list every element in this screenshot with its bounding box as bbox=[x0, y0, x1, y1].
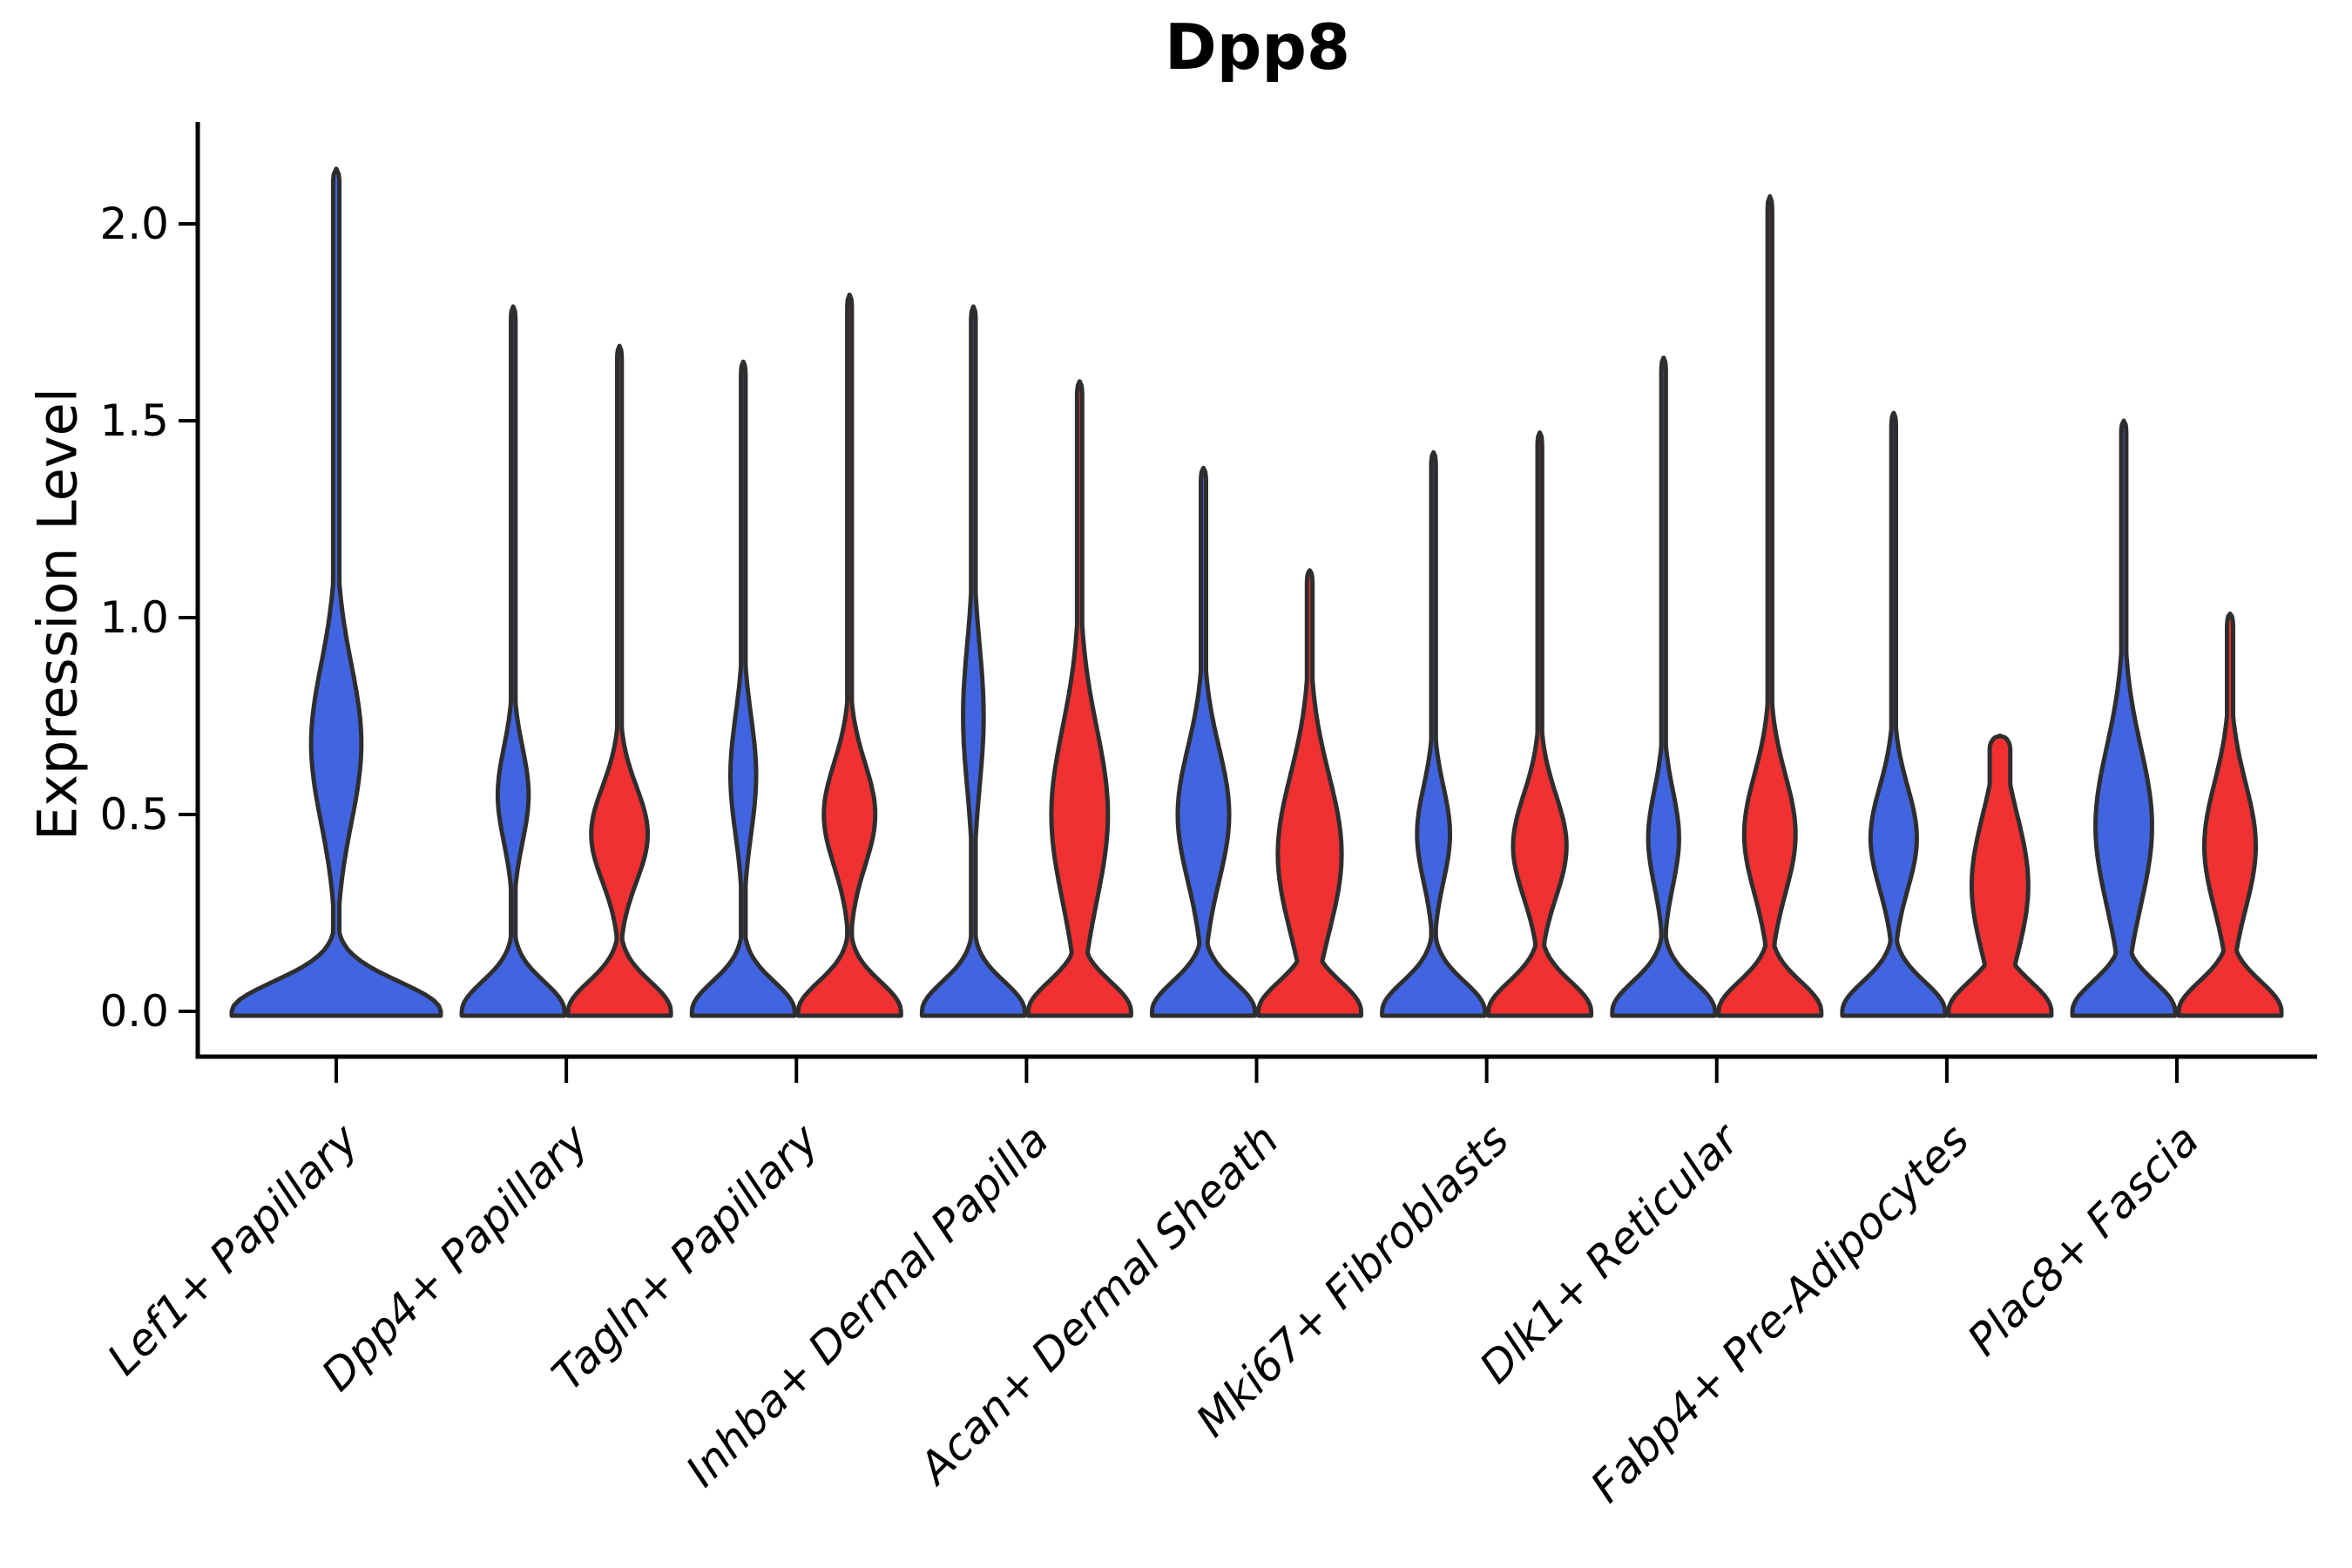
violin-fabp4-pre-adipocytes-red bbox=[1946, 733, 2054, 1018]
violin-dlk1-reticular-red bbox=[1716, 193, 1824, 1018]
violin-dpp4-papillary-blue bbox=[459, 304, 567, 1018]
violin-acan-dermal-sheath-red bbox=[1256, 568, 1363, 1018]
violin-inhba-dermal-papilla-red bbox=[1025, 379, 1133, 1018]
x-tick-label: Fabp4+ Pre-Adipocytes bbox=[1581, 1114, 1979, 1512]
y-tick-label: 1.0 bbox=[99, 592, 169, 643]
violin-lef1-papillary-blue bbox=[229, 166, 443, 1018]
y-tick-label: 1.5 bbox=[99, 395, 169, 446]
violin-tagln-papillary-blue bbox=[689, 359, 797, 1018]
y-tick-label: 0.5 bbox=[99, 789, 169, 840]
violin-acan-dermal-sheath-blue bbox=[1150, 465, 1257, 1018]
y-tick-label: 0.0 bbox=[99, 986, 169, 1037]
x-tick-label: Plac8+ Fascia bbox=[1958, 1114, 2209, 1365]
violin-dlk1-reticular-blue bbox=[1610, 355, 1718, 1018]
violin-fabp4-pre-adipocytes-blue bbox=[1840, 410, 1948, 1018]
x-tick-label: Inhba+ Dermal Papilla bbox=[676, 1114, 1058, 1496]
y-tick-label: 2.0 bbox=[99, 199, 169, 249]
violin-plac8-fascia-red bbox=[2176, 612, 2284, 1018]
plot-title: Dpp8 bbox=[1165, 10, 1350, 84]
violin-tagln-papillary-red bbox=[795, 292, 903, 1018]
x-tick-label: Lef1+ Papillary bbox=[98, 1113, 368, 1384]
violin-dpp4-papillary-red bbox=[565, 343, 673, 1018]
violin-plac8-fascia-blue bbox=[2070, 418, 2178, 1018]
violin-mki67-fibroblasts-red bbox=[1486, 430, 1594, 1018]
violin-inhba-dermal-papilla-blue bbox=[919, 304, 1027, 1018]
violin-mki67-fibroblasts-blue bbox=[1380, 449, 1488, 1018]
